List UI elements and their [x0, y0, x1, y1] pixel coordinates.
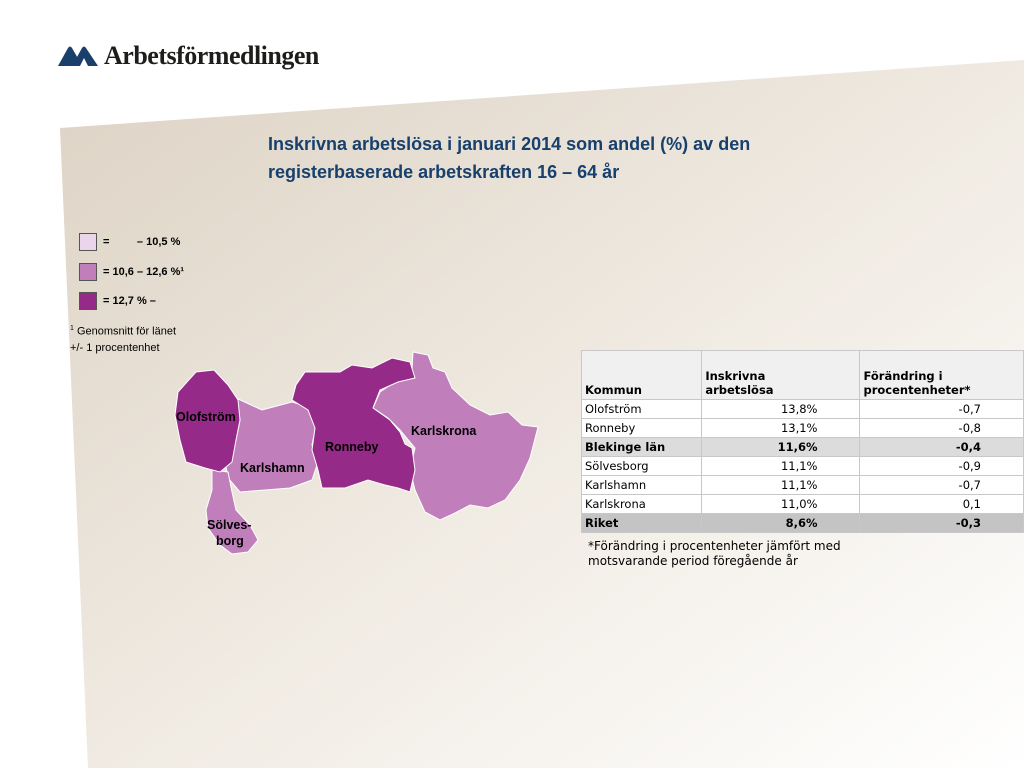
cell-kommun: Riket [580, 513, 703, 533]
header-inskrivna: Inskrivna arbetslösa [701, 350, 861, 400]
map-region-ronneby [291, 357, 416, 493]
table-row: Sölvesborg 11,1% -0,9 [580, 456, 1024, 476]
legend-label-medium: = 10,6 – 12,6 %¹ [103, 266, 185, 278]
table-row: Olofström 13,8% -0,7 [580, 399, 1024, 419]
table-row: Karlshamn 11,1% -0,7 [580, 475, 1024, 495]
map-label-olofstrom: Olofström [176, 410, 236, 424]
map-label-karlshamn: Karlshamn [240, 461, 305, 475]
cell-kommun: Karlshamn [580, 475, 703, 495]
map-label-ronneby: Ronneby [325, 440, 379, 454]
map-label-karlskrona: Karlskrona [411, 424, 477, 438]
cell-inskrivna: 8,6% [701, 513, 861, 533]
cell-forandring: -0,3 [859, 513, 1024, 533]
slide-title: Inskrivna arbetslösa i januari 2014 som … [268, 130, 868, 186]
map-region-olofstrom [174, 369, 241, 473]
table-row: Ronneby 13,1% -0,8 [580, 418, 1024, 438]
table-header-row: Kommun Inskrivna arbetslösa Förändring i… [580, 350, 1024, 400]
title-line-1: Inskrivna arbetslösa i januari 2014 som … [268, 134, 751, 154]
cell-forandring: -0,7 [859, 399, 1024, 419]
blekinge-map: Olofström Karlshamn Ronneby Karlskrona S… [174, 351, 539, 555]
cell-kommun: Karlskrona [580, 494, 703, 514]
legend-item-low: = – 10,5 % [79, 233, 339, 253]
legend-label-low: = – 10,5 % [103, 236, 181, 248]
legend-item-medium: = 10,6 – 12,6 %¹ [79, 263, 339, 283]
table-row: Karlskrona 11,0% 0,1 [580, 494, 1024, 514]
cell-forandring: 0,1 [859, 494, 1024, 514]
cell-inskrivna: 13,8% [701, 399, 861, 419]
cell-inskrivna: 11,0% [701, 494, 861, 514]
unemployment-table: Kommun Inskrivna arbetslösa Förändring i… [580, 350, 1024, 533]
logo: Arbetsförmedlingen [58, 38, 319, 74]
cell-forandring: -0,7 [859, 475, 1024, 495]
cell-inskrivna: 11,6% [701, 437, 861, 457]
footnote-line-1: Genomsnitt för länet [73, 325, 177, 338]
cell-forandring: -0,4 [859, 437, 1024, 457]
table-footnote: *Förändring i procentenheter jämfört med… [588, 539, 841, 569]
cell-forandring: -0,8 [859, 418, 1024, 438]
header-forandring: Förändring i procentenheter* [859, 350, 1024, 400]
title-line-2: registerbaserade arbetskraften 16 – 64 å… [268, 162, 620, 182]
map-region-solvesborg [205, 469, 259, 555]
table-footnote-line-2: motsvarande period föregående år [588, 554, 798, 568]
legend-item-high: = 12,7 % – [79, 292, 339, 312]
cell-kommun: Ronneby [580, 418, 703, 438]
cell-forandring: -0,9 [859, 456, 1024, 476]
arbetsformedlingen-mark-icon [58, 46, 98, 66]
table-row: Riket 8,6% -0,3 [580, 513, 1024, 533]
table-row: Blekinge län 11,6% -0,4 [580, 437, 1024, 457]
map-label-solvesborg-1: Sölves- [207, 518, 251, 532]
cell-kommun: Sölvesborg [580, 456, 703, 476]
footnote-line-2: +/- 1 procentenhet [70, 341, 160, 354]
table-footnote-line-1: *Förändring i procentenheter jämfört med [588, 539, 841, 553]
cell-inskrivna: 11,1% [701, 475, 861, 495]
footnote-marker: 1 [70, 325, 74, 332]
logo-text: Arbetsförmedlingen [104, 41, 319, 70]
legend-swatch-medium [79, 263, 97, 281]
cell-kommun: Olofström [580, 399, 703, 419]
cell-kommun: Blekinge län [580, 437, 703, 457]
legend-label-high: = 12,7 % – [103, 295, 156, 307]
legend-footnote: 1 Genomsnitt för länet +/- 1 procentenhe… [70, 321, 176, 356]
cell-inskrivna: 11,1% [701, 456, 861, 476]
legend-swatch-low [79, 233, 97, 251]
map-label-solvesborg-2: borg [216, 534, 244, 548]
legend-swatch-high [79, 292, 97, 310]
cell-inskrivna: 13,1% [701, 418, 861, 438]
header-kommun: Kommun [580, 350, 703, 400]
